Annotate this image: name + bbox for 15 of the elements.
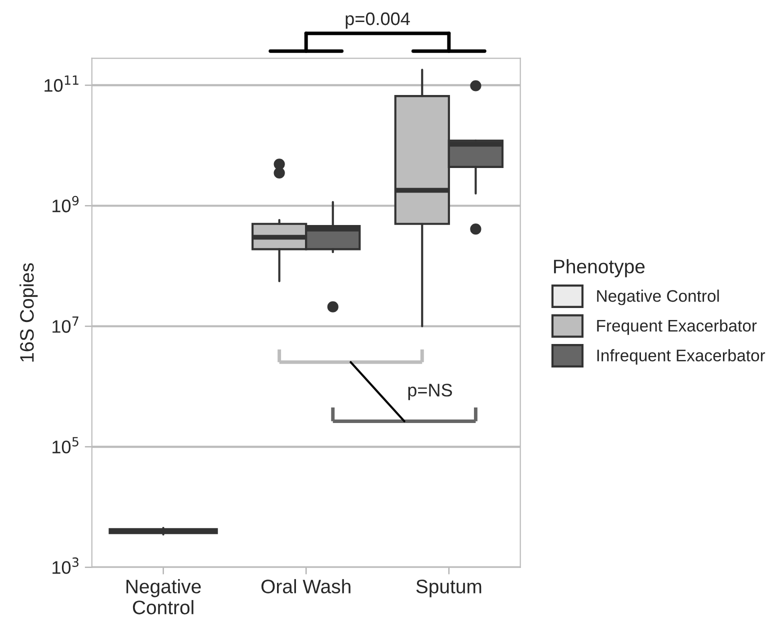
y-axis-title: 16S Copies: [20, 263, 38, 362]
y-tick-label: 10$^{7}$: [52, 316, 78, 333]
legend-label: Negative Control: [597, 290, 719, 306]
legend-title: Phenotype: [554, 259, 645, 278]
text: p=0.004: [346, 12, 410, 29]
legend-label: Infrequent Exacerbator: [597, 349, 766, 365]
y-tick-label: 10$^{11}$: [44, 76, 78, 92]
x-tick-label: Oral Wash: [261, 579, 350, 594]
y-tick-label: 10$^{3}$: [52, 557, 78, 574]
x-tick-label: Sputum: [416, 580, 482, 598]
y-tick-label: 10$^{9}$: [52, 196, 79, 212]
y-tick-label: 10$^{5}$: [52, 437, 78, 454]
legend-label: Frequent Exacerbator: [597, 319, 757, 335]
x-tick-label: Negative Control: [126, 579, 201, 614]
annotation: p=NS: [408, 384, 452, 400]
